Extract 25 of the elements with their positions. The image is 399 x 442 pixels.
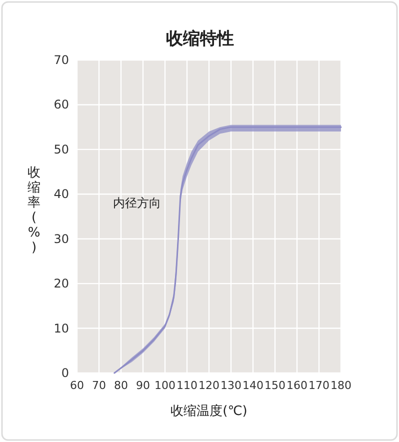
x-tick-label: 70 (92, 379, 106, 392)
x-axis-title: 收缩温度(℃) (170, 403, 248, 419)
x-tick-label: 120 (198, 379, 220, 392)
x-tick-label: 80 (114, 379, 128, 392)
y-tick-label: 30 (54, 232, 69, 246)
y-tick-label: 10 (54, 321, 69, 336)
x-tick-label: 180 (330, 379, 352, 392)
x-tick-label: 110 (176, 379, 198, 392)
y-tick-label: 70 (54, 53, 69, 67)
x-tick-label: 160 (286, 379, 308, 392)
x-tick-label: 170 (308, 379, 330, 392)
x-tick-label: 140 (242, 379, 264, 392)
y-tick-label: 20 (54, 276, 69, 291)
x-tick-label: 100 (154, 379, 176, 392)
x-tick-label: 130 (220, 379, 242, 392)
y-axis-title: 收缩率(%) (28, 166, 40, 256)
y-tick-label: 0 (61, 366, 69, 380)
y-tick-label: 50 (54, 142, 69, 156)
x-tick-label: 150 (264, 379, 286, 392)
x-tick-label: 60 (70, 379, 84, 392)
y-tick-label: 40 (54, 187, 69, 202)
x-tick-label: 90 (136, 379, 150, 392)
annotation: 内径方向 (113, 196, 161, 210)
chart-title: 收缩特性 (166, 29, 234, 49)
y-tick-label: 60 (54, 98, 69, 112)
